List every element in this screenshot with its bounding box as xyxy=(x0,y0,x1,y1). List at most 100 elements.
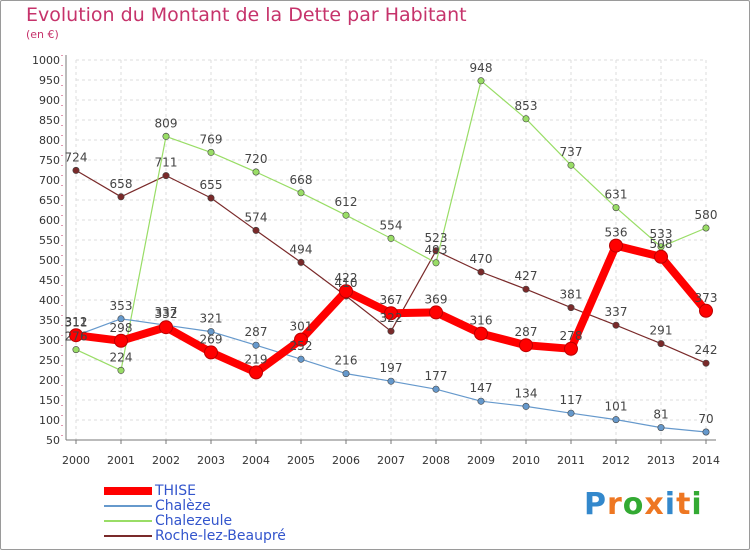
data-point xyxy=(387,234,395,242)
data-point xyxy=(342,370,350,378)
x-tick-label: 2013 xyxy=(647,454,675,467)
data-label: 269 xyxy=(200,332,223,346)
data-label: 337 xyxy=(605,305,628,319)
chart-unit: (en €) xyxy=(26,28,59,41)
axes: 50 100 150 200 250 300 350 400 450 500 550 600 650 70… xyxy=(32,54,720,467)
logo-letter: i xyxy=(691,487,703,522)
data-point xyxy=(204,345,218,360)
data-point xyxy=(654,249,668,264)
data-point xyxy=(294,332,308,347)
data-label: 242 xyxy=(695,343,718,357)
data-label: 291 xyxy=(650,324,673,338)
legend-swatch xyxy=(104,505,152,507)
x-tick-label: 2004 xyxy=(242,454,270,467)
data-label: 117 xyxy=(560,393,583,407)
data-label: 224 xyxy=(110,350,133,364)
data-label: 101 xyxy=(605,400,628,414)
y-tick-label: 200 xyxy=(39,374,60,387)
x-tick-label: 2006 xyxy=(332,454,360,467)
data-label: 574 xyxy=(245,210,268,224)
data-label: 278 xyxy=(560,329,583,343)
data-point xyxy=(432,259,440,267)
x-tick-label: 2014 xyxy=(692,454,720,467)
y-tick-label: 550 xyxy=(39,234,60,247)
y-tick-label: 350 xyxy=(39,314,60,327)
data-label: 332 xyxy=(155,307,178,321)
legend-swatch xyxy=(104,535,152,537)
data-point xyxy=(702,428,710,436)
data-label: 724 xyxy=(65,150,88,164)
y-tick-label: 100 xyxy=(39,414,60,427)
y-tick-label: 850 xyxy=(39,114,60,127)
data-point xyxy=(702,359,710,367)
logo-letter: o xyxy=(622,487,645,522)
y-tick-label: 950 xyxy=(39,74,60,87)
data-label: 177 xyxy=(425,369,448,383)
data-label: 853 xyxy=(515,99,538,113)
data-label: 287 xyxy=(245,325,268,339)
data-point xyxy=(339,284,353,299)
data-point xyxy=(252,341,260,349)
legend-label: Chalèze xyxy=(155,498,211,514)
y-tick-label: 250 xyxy=(39,354,60,367)
data-point xyxy=(117,366,125,374)
data-label: 252 xyxy=(290,339,313,353)
data-label: 737 xyxy=(560,145,583,159)
y-tick-label: 50 xyxy=(46,434,60,447)
data-point xyxy=(207,194,215,202)
data-label: 298 xyxy=(110,321,133,335)
data-point xyxy=(252,168,260,176)
y-tick-label: 150 xyxy=(39,394,60,407)
x-tick-label: 2000 xyxy=(62,454,90,467)
x-tick-label: 2005 xyxy=(287,454,315,467)
data-label: 809 xyxy=(155,116,178,130)
y-tick-label: 700 xyxy=(39,174,60,187)
data-point xyxy=(387,327,395,335)
data-label: 711 xyxy=(155,156,178,170)
data-point xyxy=(69,328,83,343)
data-label: 353 xyxy=(110,299,133,313)
data-label: 312 xyxy=(65,315,88,329)
data-point xyxy=(612,416,620,424)
data-label: 631 xyxy=(605,188,628,202)
data-label: 321 xyxy=(200,312,223,326)
data-point xyxy=(162,172,170,180)
data-label: 655 xyxy=(200,178,223,192)
data-point xyxy=(117,315,125,323)
data-point xyxy=(207,328,215,336)
data-label: 373 xyxy=(695,291,718,305)
data-label: 311 xyxy=(65,316,88,330)
x-tick-label: 2008 xyxy=(422,454,450,467)
data-label: 720 xyxy=(245,152,268,166)
data-label: 580 xyxy=(695,208,718,222)
y-tick-label: 600 xyxy=(39,214,60,227)
data-label: 536 xyxy=(605,226,628,240)
logo-letter: t xyxy=(676,487,692,522)
x-tick-label: 2002 xyxy=(152,454,180,467)
data-label: 219 xyxy=(245,352,268,366)
data-point xyxy=(429,305,443,320)
x-tick-label: 2010 xyxy=(512,454,540,467)
data-point xyxy=(297,258,305,266)
data-point xyxy=(657,340,665,348)
data-point xyxy=(72,346,80,354)
data-label: 554 xyxy=(380,218,403,232)
data-point xyxy=(519,338,533,353)
data-label: 287 xyxy=(515,325,538,339)
data-label: 612 xyxy=(335,195,358,209)
data-point xyxy=(387,377,395,385)
data-label: 322 xyxy=(380,311,403,325)
data-label: 369 xyxy=(425,292,448,306)
y-tick-label: 750 xyxy=(39,154,60,167)
logo-letter: r xyxy=(607,487,623,522)
data-label: 948 xyxy=(470,61,493,75)
proxiti-logo: Proxiti xyxy=(584,487,703,522)
data-point xyxy=(342,211,350,219)
data-point xyxy=(522,115,530,123)
data-label: 523 xyxy=(425,231,448,245)
legend-swatch xyxy=(104,520,152,522)
data-label: 367 xyxy=(380,293,403,307)
chart-title: Evolution du Montant de la Dette par Hab… xyxy=(26,4,467,26)
y-tick-label: 400 xyxy=(39,294,60,307)
logo-letter: x xyxy=(644,487,665,522)
